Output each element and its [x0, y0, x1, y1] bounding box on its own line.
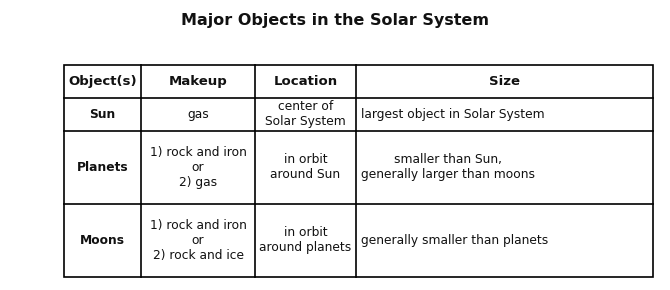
Text: Object(s): Object(s) — [68, 75, 137, 88]
Text: Moons: Moons — [80, 234, 125, 247]
Text: in orbit
around planets: in orbit around planets — [259, 226, 352, 254]
Text: center of
Solar System: center of Solar System — [265, 100, 346, 128]
Text: Makeup: Makeup — [169, 75, 227, 88]
Text: Sun: Sun — [89, 108, 116, 121]
Text: 1) rock and iron
or
2) rock and ice: 1) rock and iron or 2) rock and ice — [149, 219, 247, 262]
Text: Major Objects in the Solar System: Major Objects in the Solar System — [181, 13, 489, 28]
Text: Size: Size — [489, 75, 520, 88]
Text: gas: gas — [187, 108, 209, 121]
Text: Location: Location — [273, 75, 338, 88]
Text: in orbit
around Sun: in orbit around Sun — [270, 153, 340, 182]
Text: largest object in Solar System: largest object in Solar System — [361, 108, 545, 121]
Text: Planets: Planets — [77, 161, 129, 174]
Text: generally smaller than planets: generally smaller than planets — [361, 234, 549, 247]
Text: 1) rock and iron
or
2) gas: 1) rock and iron or 2) gas — [149, 146, 247, 189]
Text: smaller than Sun,
generally larger than moons: smaller than Sun, generally larger than … — [361, 153, 535, 182]
